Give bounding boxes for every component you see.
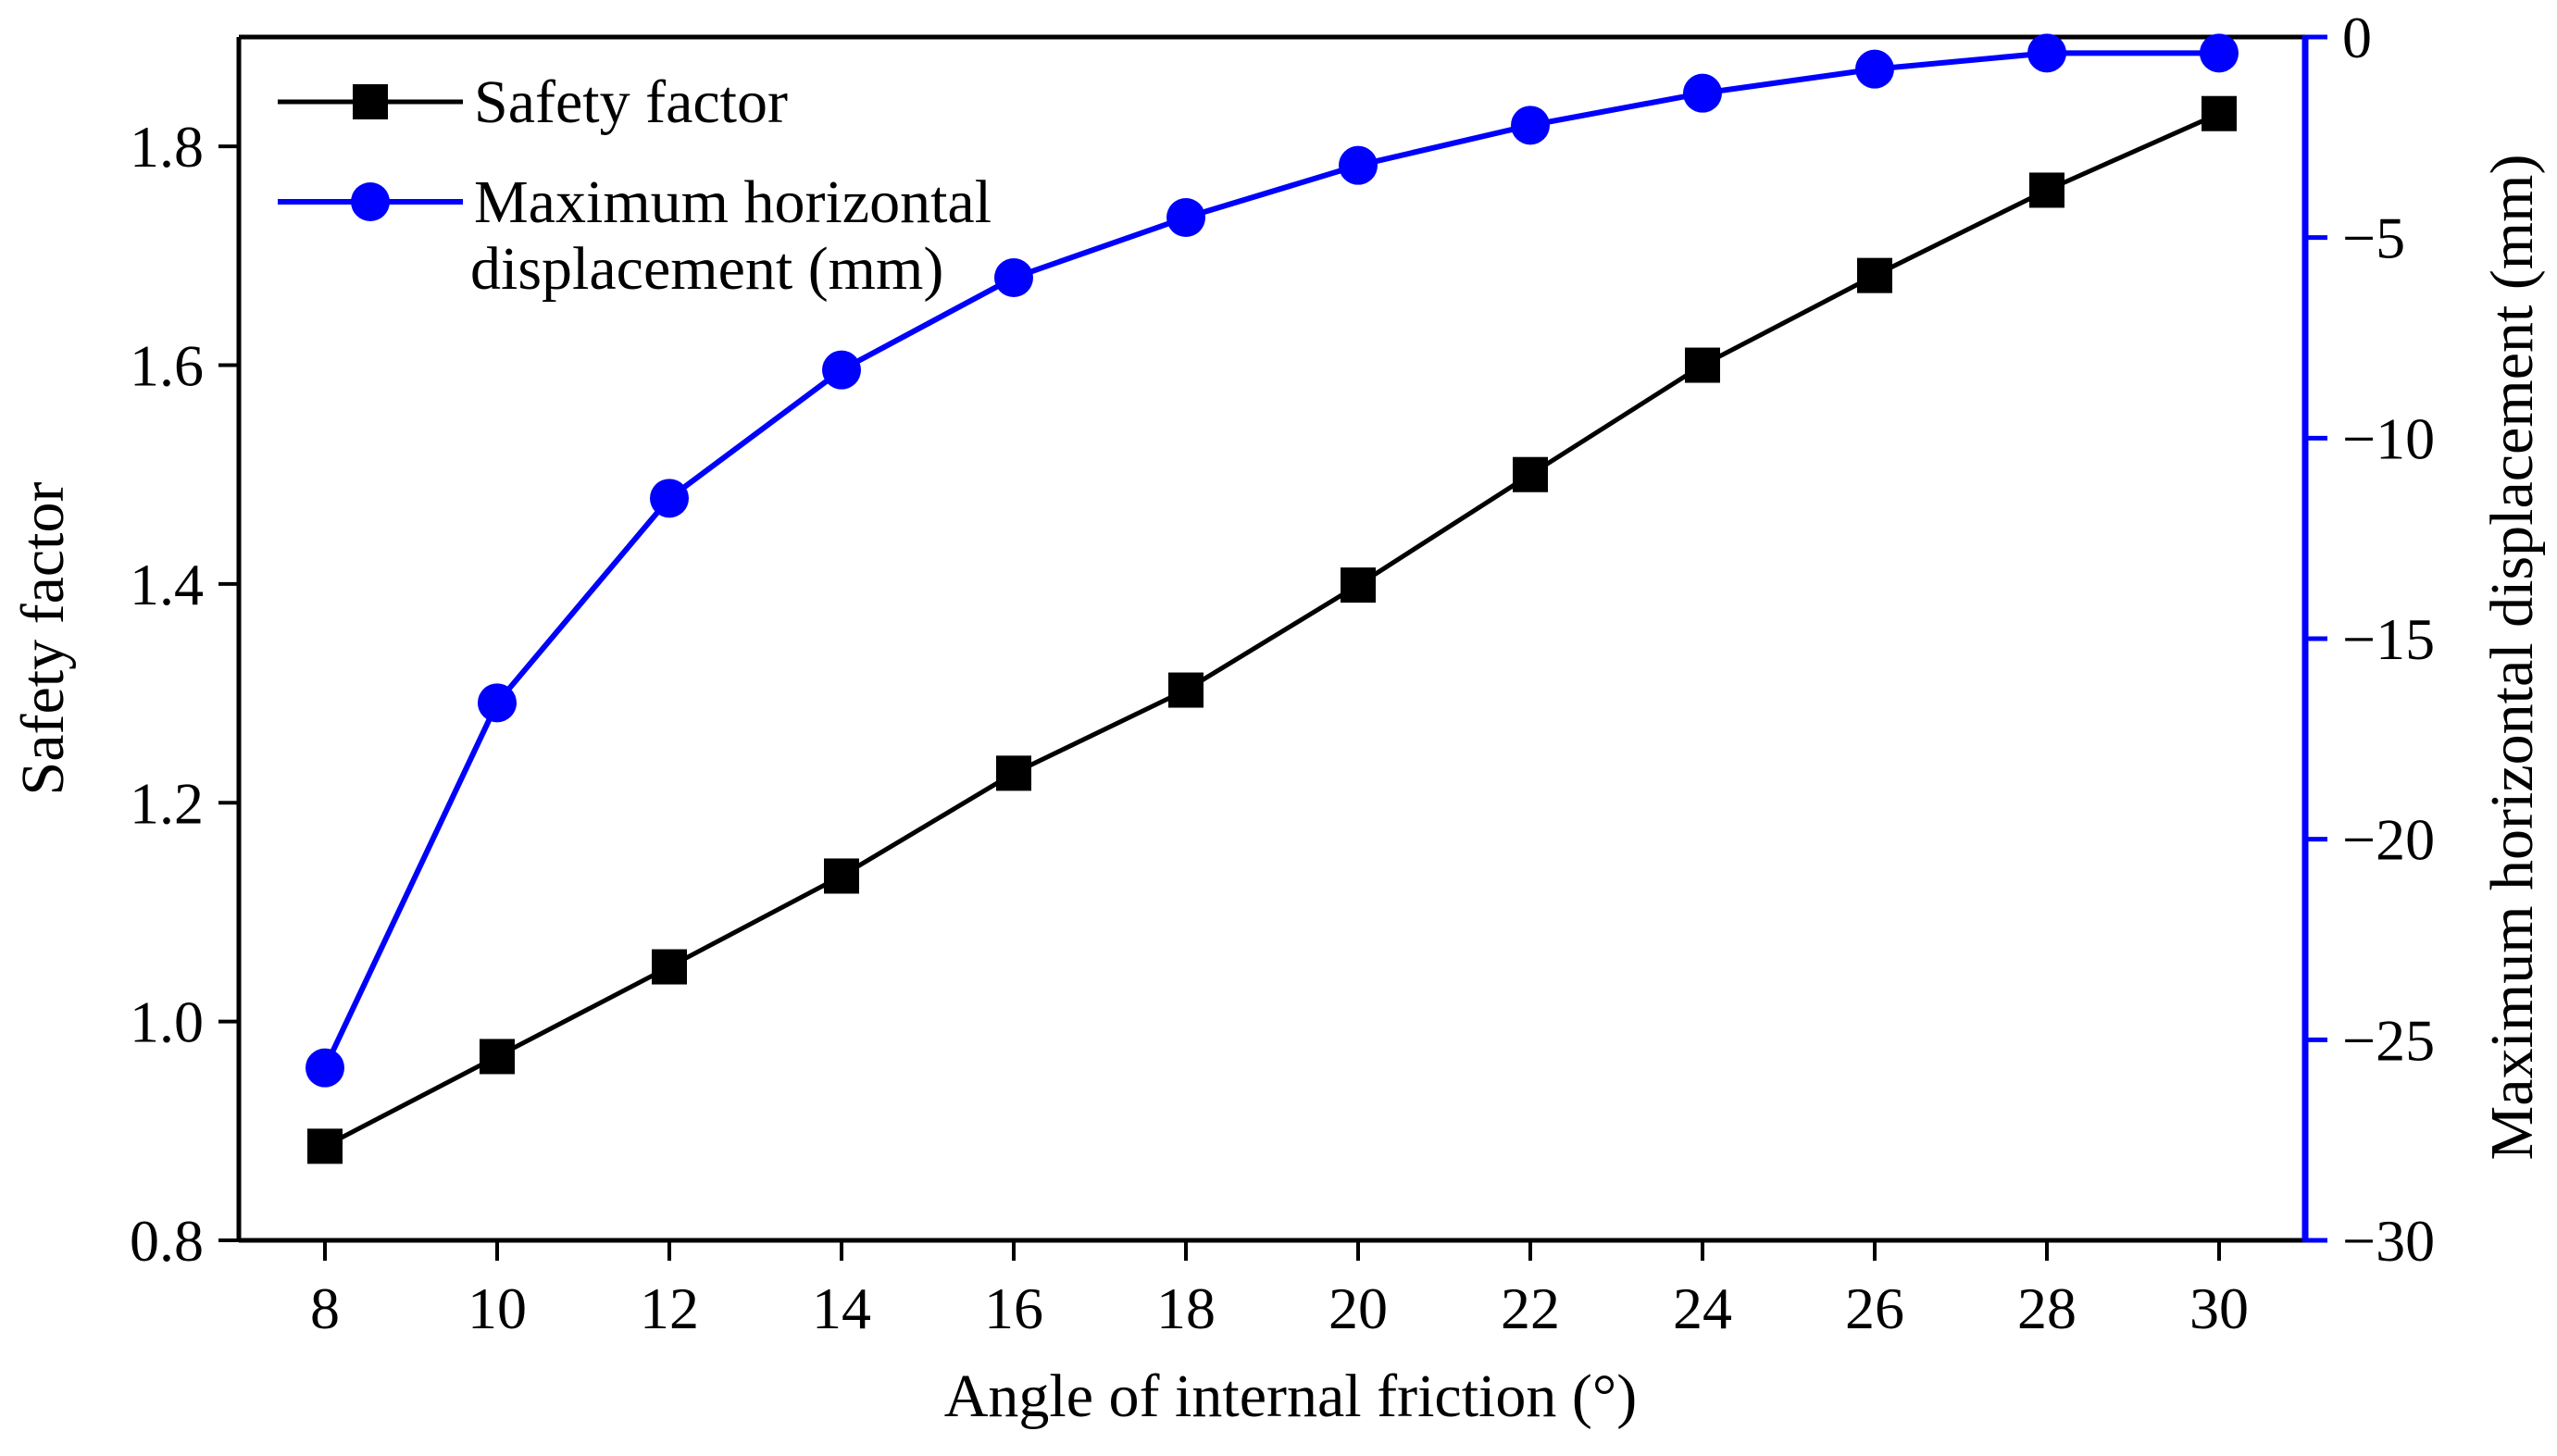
safety-factor-point bbox=[480, 1039, 515, 1075]
safety-factor-point bbox=[652, 949, 687, 985]
safety-factor-point bbox=[1513, 456, 1548, 492]
legend-label-displacement-line2: displacement (mm) bbox=[470, 235, 943, 303]
x-tick-label: 12 bbox=[640, 1276, 699, 1341]
y-right-tick-label: −5 bbox=[2342, 205, 2405, 271]
y-right-tick-label: −10 bbox=[2342, 405, 2435, 471]
legend-label-safety-factor: Safety factor bbox=[474, 68, 788, 136]
legend-circle-icon bbox=[351, 182, 390, 221]
displacement-point bbox=[2200, 33, 2239, 73]
y-right-axis-title: Maximum horizontal displacement (mm) bbox=[2478, 155, 2546, 1161]
safety-factor-point bbox=[1857, 257, 1892, 293]
displacement-point bbox=[1339, 145, 1378, 185]
y-left-tick-label: 1.0 bbox=[130, 989, 204, 1055]
displacement-point bbox=[1683, 73, 1722, 113]
safety-factor-line bbox=[323, 111, 2221, 1149]
safety-factor-point bbox=[996, 755, 1031, 791]
y-left-tick-label: 1.4 bbox=[130, 552, 204, 617]
x-tick-label: 18 bbox=[1156, 1276, 1216, 1341]
x-tick-label: 28 bbox=[2017, 1276, 2077, 1341]
displacement-point bbox=[1166, 198, 1205, 237]
safety-factor-point bbox=[1168, 672, 1204, 708]
x-axis-title: Angle of internal friction (°) bbox=[944, 1363, 1637, 1430]
y-axis-left: 0.8 1.0 1.2 1.4 1.6 1.8 Safety factor bbox=[9, 114, 239, 1274]
legend-entry-safety-factor: Safety factor bbox=[278, 68, 788, 136]
x-tick-label: 8 bbox=[310, 1276, 340, 1341]
displacement-line bbox=[322, 50, 2219, 1069]
series-layer bbox=[306, 33, 2239, 1164]
y-left-tick-label: 1.8 bbox=[130, 114, 204, 180]
y-right-tick-label: −30 bbox=[2342, 1208, 2435, 1274]
x-axis: 8 10 12 14 16 18 20 22 24 26 28 30 Angle of internal… bbox=[310, 1240, 2249, 1430]
x-tick-label: 22 bbox=[1501, 1276, 1560, 1341]
displacement-point bbox=[650, 479, 689, 518]
y-left-tick-label: 0.8 bbox=[130, 1208, 204, 1274]
displacement-point bbox=[1855, 49, 1894, 89]
safety-factor-point bbox=[1341, 567, 1376, 604]
y-right-tick-label: 0 bbox=[2342, 5, 2372, 70]
safety-factor-point bbox=[824, 858, 859, 894]
safety-factor-series bbox=[307, 95, 2237, 1164]
x-tick-label: 14 bbox=[812, 1276, 871, 1341]
x-tick-label: 24 bbox=[1673, 1276, 1732, 1341]
legend: Safety factor Maximum horizontaldisplacem… bbox=[278, 68, 992, 303]
legend-square-icon bbox=[353, 84, 388, 119]
safety-factor-point bbox=[307, 1128, 343, 1164]
displacement-point bbox=[306, 1048, 344, 1088]
x-tick-label: 10 bbox=[468, 1276, 527, 1341]
y-left-axis-title: Safety factor bbox=[9, 481, 77, 795]
displacement-point bbox=[994, 258, 1033, 297]
y-right-tick-label: −20 bbox=[2342, 807, 2435, 873]
x-tick-label: 16 bbox=[984, 1276, 1043, 1341]
displacement-point bbox=[1511, 106, 1550, 145]
displacement-point bbox=[822, 350, 861, 390]
displacement-point bbox=[2027, 33, 2066, 73]
safety-factor-point bbox=[2029, 172, 2064, 208]
y-right-tick-label: −25 bbox=[2342, 1007, 2435, 1073]
y-left-tick-label: 1.6 bbox=[130, 333, 204, 399]
x-tick-label: 26 bbox=[1845, 1276, 1904, 1341]
safety-factor-point bbox=[2202, 95, 2237, 131]
x-tick-label: 20 bbox=[1328, 1276, 1388, 1341]
displacement-series bbox=[306, 33, 2239, 1088]
safety-factor-point bbox=[1685, 347, 1720, 383]
x-tick-label: 30 bbox=[2189, 1276, 2249, 1341]
legend-label-displacement-line1: Maximum horizontal bbox=[474, 168, 992, 236]
y-left-tick-label: 1.2 bbox=[130, 770, 204, 836]
y-right-tick-label: −15 bbox=[2342, 606, 2435, 672]
y-axis-right: 0 −5 −10 −15 −20 −25 −30 Maximum horizontal dis… bbox=[2305, 5, 2546, 1274]
displacement-point bbox=[478, 683, 517, 723]
